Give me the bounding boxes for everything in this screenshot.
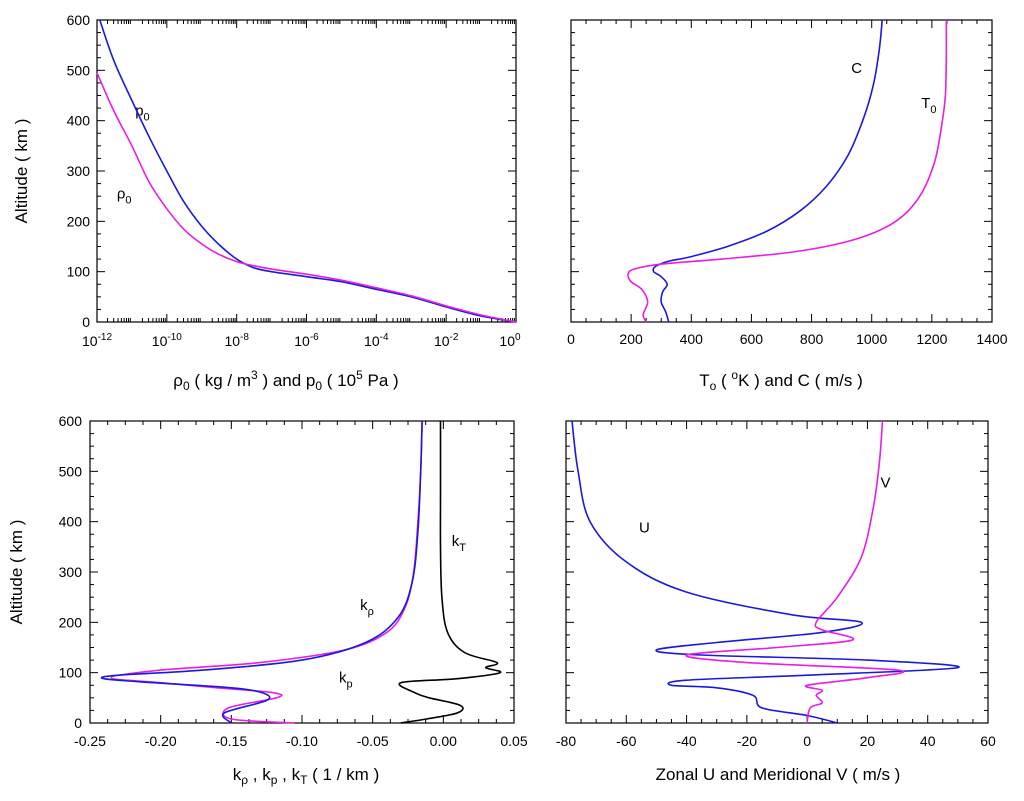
x-axis-ticks: -0.25 -0.20 -0.15 -0.10 -0.05 0.00 0.05 xyxy=(74,733,528,749)
plot-frame xyxy=(96,19,517,323)
x-tick-label: 0 xyxy=(803,733,811,749)
series-line-p0 xyxy=(99,19,517,323)
series-line-krho xyxy=(110,420,423,724)
x-tick-label: 0.05 xyxy=(500,733,527,749)
panel-bottom-right: -80 -60 -40 -20 0 20 40 60 Zonal U and M… xyxy=(556,420,996,784)
y-tick-label: 600 xyxy=(67,12,91,28)
y-axis-title: Altitude ( km ) xyxy=(7,520,26,625)
x-axis-title: kρ , kp , kT ( 1 / km ) xyxy=(233,765,379,787)
x-tick-label: 1400 xyxy=(976,331,1007,347)
x-tick-label: -40 xyxy=(676,733,696,749)
x-tick-label: 10-6 xyxy=(294,332,319,349)
x-tick-label: -80 xyxy=(556,733,576,749)
tick-marks xyxy=(89,420,515,724)
y-tick-label: 400 xyxy=(59,514,83,530)
y-tick-label: 100 xyxy=(67,264,91,280)
y-tick-label: 500 xyxy=(67,62,91,78)
x-tick-label: 10-2 xyxy=(434,332,459,349)
x-axis-title: To ( oK ) and C ( m/s ) xyxy=(699,368,863,393)
y-tick-label: 200 xyxy=(67,213,91,229)
x-tick-label: 20 xyxy=(860,733,876,749)
x-axis-title: Zonal U and Meridional V ( m/s ) xyxy=(656,765,901,784)
x-tick-label: 60 xyxy=(980,733,996,749)
x-tick-label: 10-4 xyxy=(364,332,389,349)
x-tick-label: 0.00 xyxy=(430,733,457,749)
series-line-kT xyxy=(398,421,502,724)
panel-top-left: 10-12 10-10 10-8 10-6 10-4 10-2 100 Alti… xyxy=(12,12,521,393)
y-tick-label: 600 xyxy=(59,413,83,429)
curve-label-p0: p0 xyxy=(135,103,149,124)
x-tick-label: -0.25 xyxy=(74,733,106,749)
series-line-kp xyxy=(100,420,423,724)
y-tick-label: 400 xyxy=(67,113,91,129)
x-tick-label: -0.05 xyxy=(357,733,389,749)
curve-label-kT: kT xyxy=(452,533,467,554)
series-line-C xyxy=(652,19,883,323)
x-axis-ticks: -80 -60 -40 -20 0 20 40 60 xyxy=(556,733,996,749)
plot-frame xyxy=(89,420,515,724)
x-tick-label: 40 xyxy=(920,733,936,749)
series-line-V xyxy=(685,420,905,724)
curve-label-C: C xyxy=(851,60,862,77)
plot-frame xyxy=(565,420,989,724)
series-line-T0 xyxy=(627,19,948,323)
curve-label-V: V xyxy=(881,474,891,491)
y-tick-label: 100 xyxy=(59,665,83,681)
tick-marks xyxy=(570,19,993,323)
curve-label-rho0: ρ0 xyxy=(117,186,132,207)
x-tick-label: 400 xyxy=(680,331,704,347)
y-tick-label: 300 xyxy=(59,564,83,580)
x-tick-label: -20 xyxy=(737,733,757,749)
series-line-rho0 xyxy=(96,72,517,323)
x-tick-label: 10-12 xyxy=(82,332,112,349)
x-tick-label: 200 xyxy=(619,331,643,347)
y-tick-label: 0 xyxy=(82,314,90,330)
curve-label-kp: kp xyxy=(339,670,353,691)
x-tick-label: -0.15 xyxy=(215,733,247,749)
x-tick-label: -0.10 xyxy=(286,733,318,749)
x-tick-label: 10-10 xyxy=(152,332,182,349)
y-tick-label: 500 xyxy=(59,463,83,479)
x-axis-title: ρ0 ( kg / m3 ) and p0 ( 105 Pa ) xyxy=(173,368,398,393)
y-axis-title: Altitude ( km ) xyxy=(12,119,31,224)
y-tick-label: 300 xyxy=(67,163,91,179)
y-tick-label: 0 xyxy=(74,715,82,731)
x-tick-label: 800 xyxy=(800,331,824,347)
curve-label-T0: T0 xyxy=(921,95,936,116)
series-line-U xyxy=(571,420,960,724)
panel-bottom-left: -0.25 -0.20 -0.15 -0.10 -0.05 0.00 0.05 … xyxy=(7,413,528,787)
curve-label-krho: kρ xyxy=(360,597,374,618)
x-tick-label: 0 xyxy=(567,331,575,347)
tick-marks xyxy=(565,420,989,724)
y-tick-label: 200 xyxy=(59,614,83,630)
x-tick-label: -0.20 xyxy=(145,733,177,749)
x-tick-label: 600 xyxy=(740,331,764,347)
x-tick-label: 100 xyxy=(499,332,521,349)
curve-label-U: U xyxy=(639,520,650,537)
x-tick-label: 1000 xyxy=(856,331,887,347)
x-tick-label: 10-8 xyxy=(224,332,249,349)
plot-frame xyxy=(570,19,993,323)
x-tick-label: -60 xyxy=(616,733,636,749)
panel-top-right: 0 200 400 600 800 1000 1200 1400 To ( oK… xyxy=(567,19,1008,393)
x-axis-ticks: 10-12 10-10 10-8 10-6 10-4 10-2 100 xyxy=(82,332,521,349)
x-axis-ticks: 0 200 400 600 800 1000 1200 1400 xyxy=(567,331,1008,347)
x-tick-label: 1200 xyxy=(916,331,947,347)
